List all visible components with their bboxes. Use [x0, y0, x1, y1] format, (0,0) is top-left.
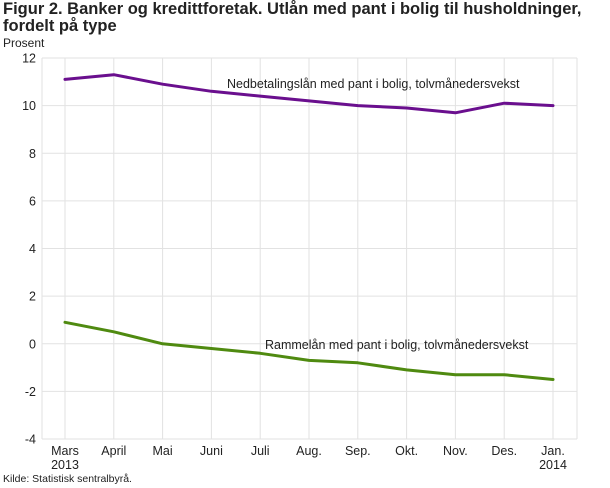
x-tick-label: Okt. [395, 444, 418, 458]
x-tick-label: Jan. [541, 444, 565, 458]
series-label-rammelan: Rammelån med pant i bolig, tolvmånedersv… [265, 338, 529, 352]
y-tick-label: 8 [29, 147, 36, 161]
series-line-0 [63, 73, 555, 115]
x-tick-label: 2013 [51, 458, 79, 472]
source-note: Kilde: Statistisk sentralbyrå. [3, 473, 132, 485]
y-tick-label: 0 [29, 337, 36, 351]
x-tick-label: April [101, 444, 126, 458]
x-tick-label: Aug. [296, 444, 322, 458]
series-lines [63, 73, 555, 381]
x-tick-label: Mars [51, 444, 79, 458]
y-tick-label: 12 [22, 52, 36, 66]
grid [41, 57, 578, 440]
x-tick-label: Nov. [443, 444, 468, 458]
y-tick-label: -2 [25, 385, 36, 399]
x-tick-label: Mai [153, 444, 173, 458]
x-tick-label: Sep. [345, 444, 371, 458]
x-tick-label: Des. [491, 444, 517, 458]
y-tick-label: 2 [29, 290, 36, 304]
x-tick-label: Juni [200, 444, 223, 458]
y-tick-label: -4 [25, 433, 36, 447]
x-tick-label: 2014 [539, 458, 567, 472]
y-tick-label: 4 [29, 242, 36, 256]
series-line-1 [63, 320, 555, 381]
chart-title: Figur 2. Banker og kredittforetak. Utlån… [3, 0, 582, 35]
y-tick-label: 10 [22, 99, 36, 113]
series-label-nedbetalingslan: Nedbetalingslån med pant i bolig, tolvmå… [227, 77, 520, 91]
y-axis-label: Prosent [3, 36, 45, 50]
y-axis-ticks: -4 -2 0 2 4 6 8 10 12 [22, 52, 36, 447]
x-tick-label: Juli [251, 444, 270, 458]
y-tick-label: 6 [29, 194, 36, 208]
